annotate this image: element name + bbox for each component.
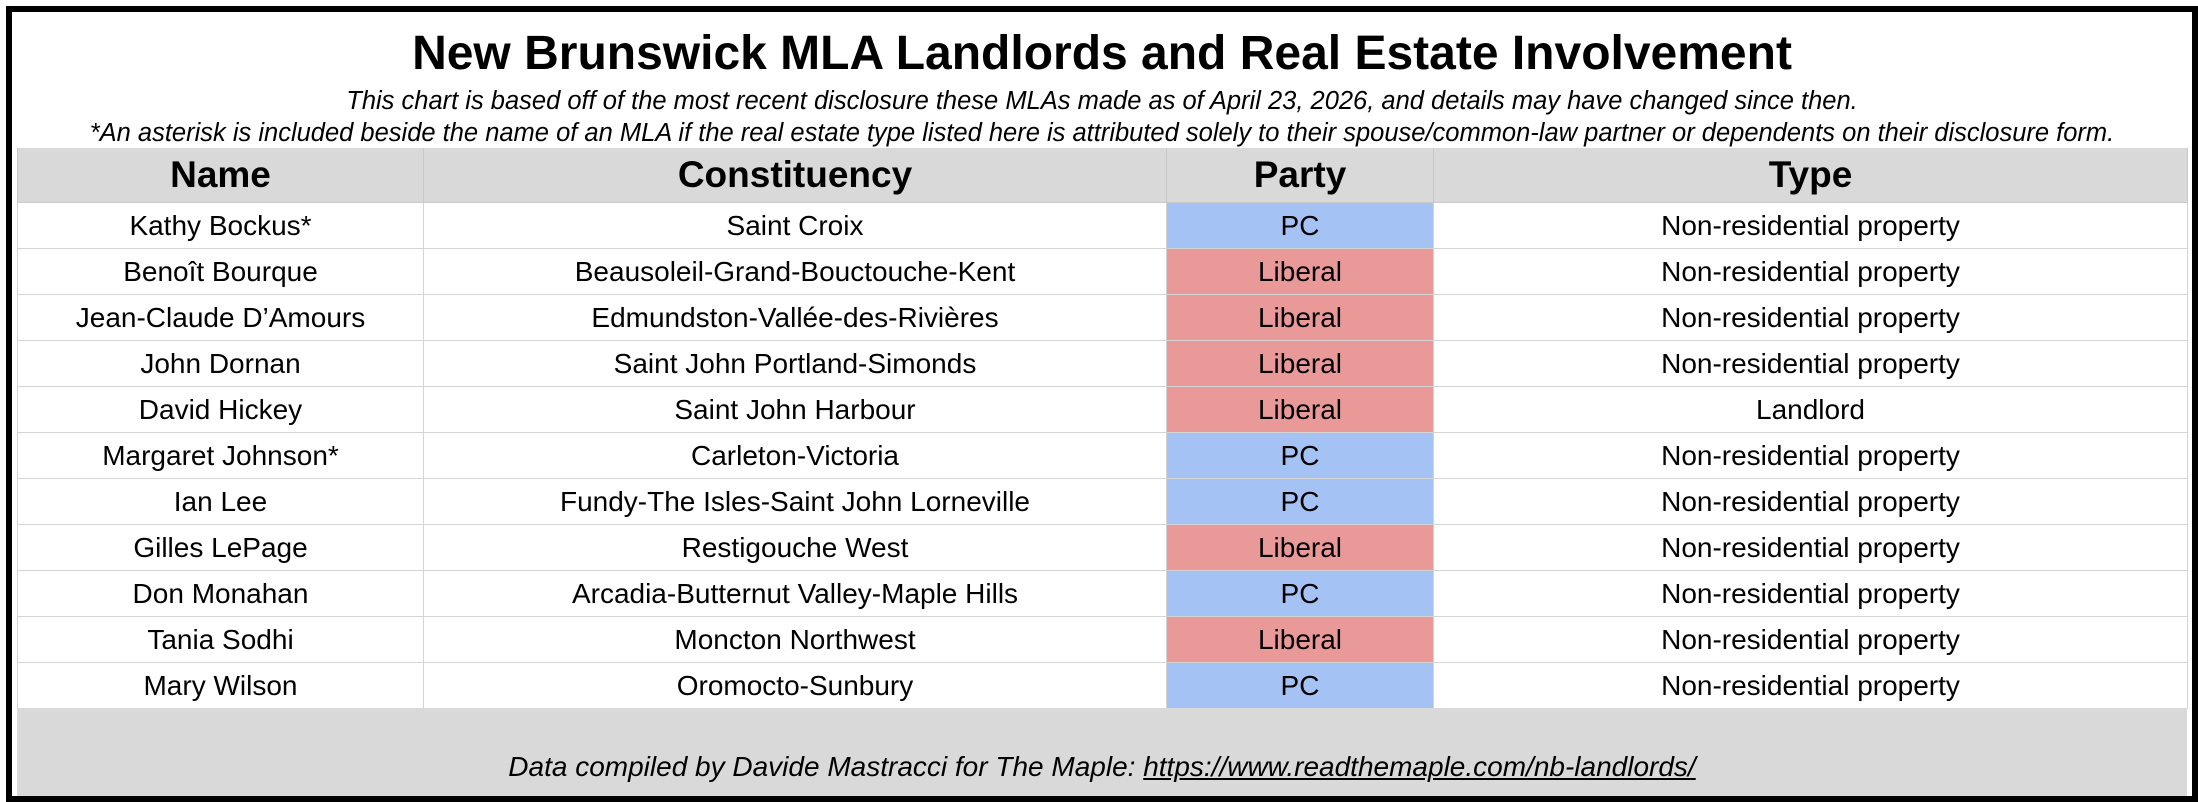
table-row: Don Monahan Arcadia-Butternut Valley-Map… [17, 570, 2188, 617]
cell-name: Gilles LePage [17, 524, 424, 571]
page-title: New Brunswick MLA Landlords and Real Est… [412, 27, 1792, 80]
cell-name: John Dornan [17, 340, 424, 387]
cell-type: Non-residential property [1433, 662, 2188, 709]
cell-party: PC [1166, 432, 1434, 479]
cell-type: Non-residential property [1433, 616, 2188, 663]
cell-party: Liberal [1166, 386, 1434, 433]
cell-constituency: Edmundston-Vallée-des-Rivières [423, 294, 1167, 341]
cell-type: Non-residential property [1433, 202, 2188, 249]
cell-type: Non-residential property [1433, 248, 2188, 295]
cell-name: Jean-Claude D’Amours [17, 294, 424, 341]
cell-constituency: Carleton-Victoria [423, 432, 1167, 479]
mla-table: Name Constituency Party Type Kathy Bocku… [17, 148, 2188, 709]
table-row: Mary Wilson Oromocto-Sunbury PC Non-resi… [17, 662, 2188, 709]
cell-constituency: Beausoleil-Grand-Bouctouche-Kent [423, 248, 1167, 295]
table-row: David Hickey Saint John Harbour Liberal … [17, 386, 2188, 433]
subtitle-asterisk-note: *An asterisk is included beside the name… [89, 119, 2115, 147]
cell-party: Liberal [1166, 294, 1434, 341]
cell-type: Non-residential property [1433, 294, 2188, 341]
table-row: Kathy Bockus* Saint Croix PC Non-residen… [17, 202, 2188, 249]
cell-name: Ian Lee [17, 478, 424, 525]
cell-constituency: Oromocto-Sunbury [423, 662, 1167, 709]
cell-constituency: Restigouche West [423, 524, 1167, 571]
cell-constituency: Moncton Northwest [423, 616, 1167, 663]
cell-party: PC [1166, 570, 1434, 617]
source-link[interactable]: https://www.readthemaple.com/nb-landlord… [1143, 751, 1696, 782]
table-row: Benoît Bourque Beausoleil-Grand-Bouctouc… [17, 248, 2188, 295]
table-row: Jean-Claude D’Amours Edmundston-Vallée-d… [17, 294, 2188, 341]
cell-party: PC [1166, 478, 1434, 525]
cell-name: Don Monahan [17, 570, 424, 617]
footer-credit-text: Data compiled by Davide Mastracci for Th… [508, 751, 1144, 782]
column-header-party: Party [1166, 148, 1434, 203]
cell-party: Liberal [1166, 524, 1434, 571]
chart-frame: New Brunswick MLA Landlords and Real Est… [6, 6, 2198, 802]
cell-name: David Hickey [17, 386, 424, 433]
cell-type: Landlord [1433, 386, 2188, 433]
header: New Brunswick MLA Landlords and Real Est… [12, 12, 2192, 148]
cell-name: Benoît Bourque [17, 248, 424, 295]
cell-party: PC [1166, 662, 1434, 709]
column-header-constituency: Constituency [423, 148, 1167, 203]
cell-party: Liberal [1166, 340, 1434, 387]
table-row: Margaret Johnson* Carleton-Victoria PC N… [17, 432, 2188, 479]
cell-party: Liberal [1166, 248, 1434, 295]
table-row: Ian Lee Fundy-The Isles-Saint John Lorne… [17, 478, 2188, 525]
table-row: Gilles LePage Restigouche West Liberal N… [17, 524, 2188, 571]
cell-constituency: Saint Croix [423, 202, 1167, 249]
cell-type: Non-residential property [1433, 432, 2188, 479]
cell-constituency: Arcadia-Butternut Valley-Maple Hills [423, 570, 1167, 617]
cell-party: Liberal [1166, 616, 1434, 663]
column-header-type: Type [1433, 148, 2188, 203]
cell-type: Non-residential property [1433, 524, 2188, 571]
cell-type: Non-residential property [1433, 570, 2188, 617]
cell-constituency: Fundy-The Isles-Saint John Lorneville [423, 478, 1167, 525]
footer: Data compiled by Davide Mastracci for Th… [17, 708, 2187, 796]
cell-name: Margaret Johnson* [17, 432, 424, 479]
cell-name: Mary Wilson [17, 662, 424, 709]
footer-credit: Data compiled by Davide Mastracci for Th… [17, 708, 2187, 784]
column-header-name: Name [17, 148, 424, 203]
cell-constituency: Saint John Harbour [423, 386, 1167, 433]
cell-type: Non-residential property [1433, 340, 2188, 387]
cell-party: PC [1166, 202, 1434, 249]
cell-name: Tania Sodhi [17, 616, 424, 663]
cell-name: Kathy Bockus* [17, 202, 424, 249]
cell-constituency: Saint John Portland-Simonds [423, 340, 1167, 387]
table-row: Tania Sodhi Moncton Northwest Liberal No… [17, 616, 2188, 663]
cell-type: Non-residential property [1433, 478, 2188, 525]
table-header-row: Name Constituency Party Type [17, 148, 2188, 203]
table-row: John Dornan Saint John Portland-Simonds … [17, 340, 2188, 387]
subtitle-disclosure-note: This chart is based off of the most rece… [346, 87, 1858, 115]
table-body: Kathy Bockus* Saint Croix PC Non-residen… [17, 202, 2188, 709]
